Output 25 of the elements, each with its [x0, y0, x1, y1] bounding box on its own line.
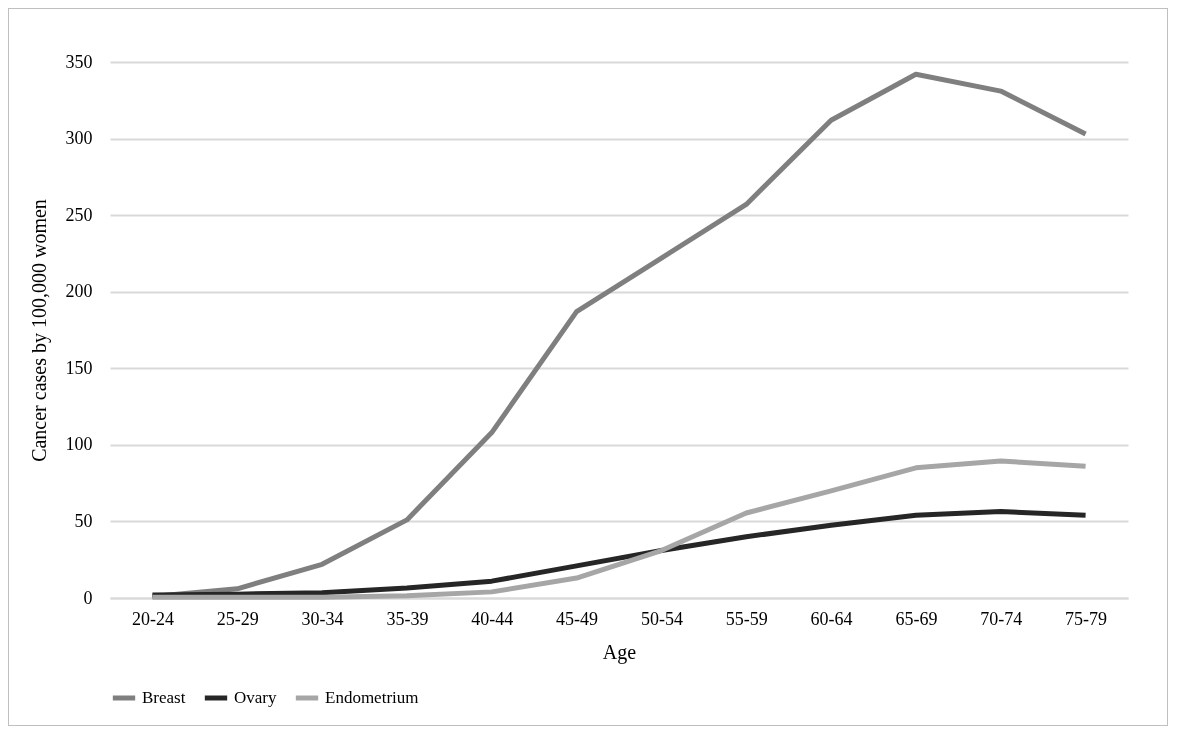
y-tick-label: 350 — [65, 51, 93, 72]
x-tick-label: 60-64 — [810, 608, 853, 629]
y-tick-label: 50 — [74, 510, 93, 531]
x-tick-label: 75-79 — [1065, 608, 1108, 629]
y-tick-label: 0 — [83, 587, 93, 608]
legend-label: Breast — [142, 688, 186, 707]
x-axis-title: Age — [602, 640, 637, 664]
y-tick-label: 300 — [65, 128, 93, 149]
y-tick-label: 150 — [65, 357, 93, 378]
x-tick-label: 35-39 — [386, 608, 429, 629]
y-tick-label: 200 — [65, 281, 93, 302]
legend-label: Endometrium — [325, 688, 419, 707]
y-tick-label: 250 — [65, 204, 93, 225]
x-tick-label: 45-49 — [556, 608, 599, 629]
y-axis-title: Cancer cases by 100,000 women — [27, 199, 51, 462]
y-tick-label: 100 — [65, 434, 93, 455]
x-tick-label: 40-44 — [471, 608, 514, 629]
legend-label: Ovary — [234, 688, 277, 707]
x-tick-label: 50-54 — [640, 608, 683, 629]
x-tick-label: 20-24 — [131, 608, 174, 629]
x-tick-label: 30-34 — [301, 608, 344, 629]
x-tick-label: 65-69 — [895, 608, 938, 629]
x-tick-label: 70-74 — [980, 608, 1023, 629]
x-tick-label: 25-29 — [216, 608, 259, 629]
x-tick-label: 55-59 — [725, 608, 768, 629]
